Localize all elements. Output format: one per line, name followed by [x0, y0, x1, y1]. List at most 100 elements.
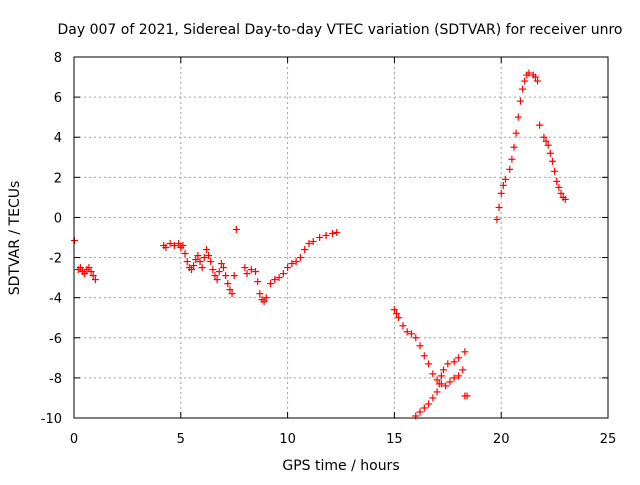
- data-point: [551, 167, 559, 175]
- x-tick-label: 5: [177, 432, 185, 447]
- data-point: [200, 254, 208, 262]
- data-point: [557, 189, 565, 197]
- data-point: [305, 240, 313, 248]
- data-point: [175, 240, 183, 248]
- data-point: [446, 378, 454, 386]
- data-point: [85, 264, 93, 272]
- data-point: [433, 376, 441, 384]
- data-point: [450, 358, 458, 366]
- y-tick-label: 0: [54, 211, 62, 226]
- data-point: [531, 73, 539, 81]
- data-point: [493, 215, 501, 223]
- y-tick-label: -10: [41, 412, 62, 427]
- data-point: [440, 366, 448, 374]
- data-point: [192, 256, 200, 264]
- data-point: [454, 354, 462, 362]
- data-point: [463, 392, 471, 400]
- data-point: [230, 272, 238, 280]
- data-point: [183, 258, 191, 266]
- y-tick-label: 4: [54, 131, 62, 146]
- data-point: [333, 228, 341, 236]
- data-point: [454, 372, 462, 380]
- data-point: [519, 85, 527, 93]
- data-point: [194, 252, 202, 260]
- data-point: [429, 394, 437, 402]
- chart-title: Day 007 of 2021, Sidereal Day-to-day VTE…: [58, 22, 623, 38]
- y-tick-label: -2: [49, 252, 62, 267]
- data-point: [416, 342, 424, 350]
- data-point: [425, 400, 433, 408]
- x-tick-label: 10: [279, 432, 296, 447]
- data-point: [499, 181, 507, 189]
- y-tick-labels: -10 -8 -6 -4 -2 0 2 4 6 8: [41, 51, 62, 427]
- data-point: [166, 240, 174, 248]
- data-point: [81, 270, 89, 278]
- data-point: [420, 352, 428, 360]
- data-point: [89, 272, 97, 280]
- data-point: [525, 69, 533, 77]
- data-point: [267, 280, 275, 288]
- data-point: [553, 177, 561, 185]
- data-point: [322, 231, 330, 239]
- data-point: [241, 264, 249, 272]
- data-point: [202, 246, 210, 254]
- data-point: [328, 229, 336, 237]
- data-point: [213, 276, 221, 284]
- data-point: [296, 254, 304, 262]
- data-point: [393, 310, 401, 318]
- data-point: [461, 348, 469, 356]
- x-tick-label: 15: [386, 432, 403, 447]
- x-tick-label: 20: [493, 432, 510, 447]
- data-point: [179, 242, 187, 250]
- data-point: [215, 268, 223, 276]
- data-point: [279, 270, 287, 278]
- data-point: [228, 290, 236, 298]
- data-point: [536, 121, 544, 129]
- data-point: [497, 189, 505, 197]
- data-point: [162, 244, 170, 252]
- data-point: [260, 298, 268, 306]
- data-point: [262, 294, 270, 302]
- data-point: [506, 165, 514, 173]
- data-point: [190, 262, 198, 270]
- data-point: [407, 330, 415, 338]
- data-point: [254, 278, 262, 286]
- data-point: [243, 270, 251, 278]
- data-point: [534, 77, 542, 85]
- data-point: [540, 133, 548, 141]
- x-tick-labels: 0 5 10 15 20 25: [70, 432, 616, 447]
- data-point: [256, 290, 264, 298]
- data-point: [232, 225, 240, 233]
- x-axis-label: GPS time / hours: [282, 458, 399, 474]
- data-point: [514, 113, 522, 121]
- data-point: [209, 266, 217, 274]
- data-point: [512, 129, 520, 137]
- data-point: [548, 157, 556, 165]
- data-point: [395, 314, 403, 322]
- data-point: [207, 258, 215, 266]
- data-point: [442, 382, 450, 390]
- data-point: [222, 272, 230, 280]
- y-tick-label: 8: [54, 51, 62, 66]
- data-point: [459, 366, 467, 374]
- data-point: [542, 137, 550, 145]
- data-point: [510, 143, 518, 151]
- data-point: [399, 322, 407, 330]
- data-point: [403, 328, 411, 336]
- data-point: [390, 306, 398, 314]
- data-point: [316, 234, 324, 241]
- data-point: [309, 238, 317, 246]
- data-point: [429, 370, 437, 378]
- data-point: [181, 250, 189, 258]
- data-point: [224, 280, 232, 288]
- data-point: [561, 195, 569, 203]
- grid: [74, 57, 608, 418]
- data-point: [275, 274, 283, 282]
- data-point: [211, 272, 219, 280]
- data-point: [170, 242, 178, 250]
- data-point: [187, 266, 195, 274]
- plot-frame: [73, 56, 609, 419]
- data-point: [444, 360, 452, 368]
